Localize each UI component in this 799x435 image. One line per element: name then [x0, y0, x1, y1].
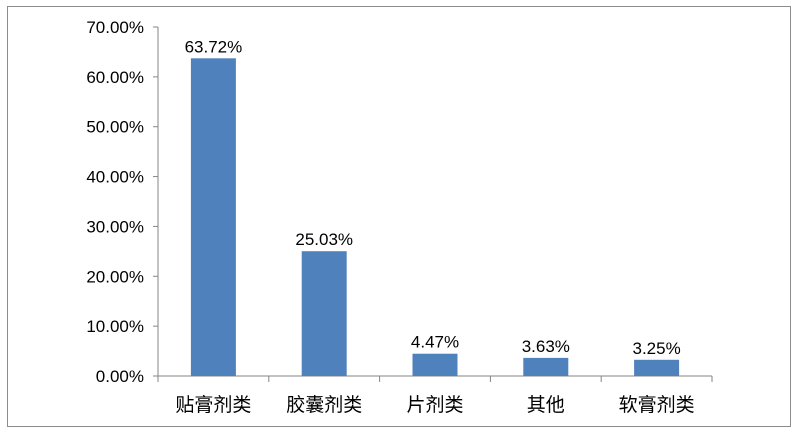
data-label: 3.63%	[522, 337, 570, 356]
y-tick-label: 10.00%	[86, 317, 144, 336]
y-tick-label: 30.00%	[86, 217, 144, 236]
data-label: 25.03%	[295, 230, 353, 249]
x-category-label: 胶囊剂类	[286, 394, 362, 416]
x-category-label: 片剂类	[406, 394, 463, 416]
y-tick-label: 20.00%	[86, 267, 144, 286]
bar-1	[190, 58, 236, 376]
data-label: 3.25%	[632, 339, 680, 358]
x-category-label: 其他	[527, 394, 565, 416]
y-tick-label: 40.00%	[86, 168, 144, 187]
y-tick-label: 70.00%	[86, 18, 144, 37]
data-label: 63.72%	[185, 37, 243, 56]
chart-frame	[7, 6, 791, 427]
x-category-label: 贴膏剂类	[175, 393, 251, 416]
data-label: 4.47%	[411, 333, 459, 352]
bar-5	[634, 359, 680, 376]
x-category-label: 软膏剂类	[619, 393, 695, 416]
y-tick-label: 50.00%	[86, 118, 144, 137]
y-tick-label: 60.00%	[86, 68, 144, 87]
bar-2	[301, 251, 347, 376]
bar-3	[412, 353, 458, 376]
y-tick-label: 0.00%	[96, 367, 144, 386]
bar-4	[523, 357, 569, 376]
